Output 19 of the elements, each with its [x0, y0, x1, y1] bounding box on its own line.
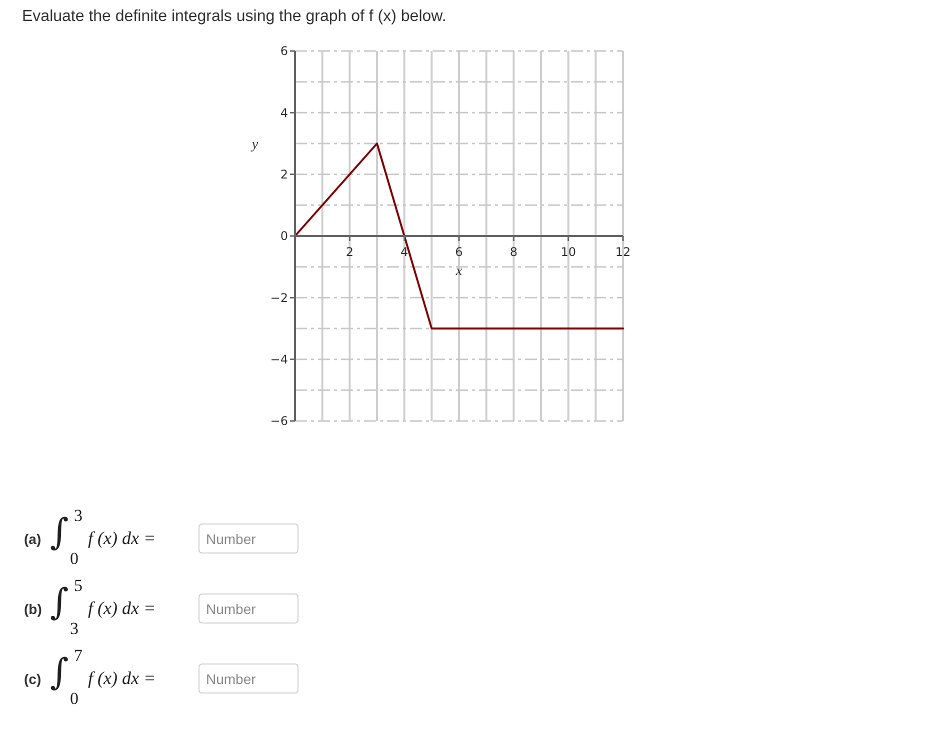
- y-tick-label: 0: [280, 229, 288, 244]
- x-axis-title: x: [454, 264, 463, 279]
- x-tick-label: 4: [400, 245, 408, 259]
- x-tick-label: 12: [615, 245, 631, 259]
- input-field: Number: [198, 664, 298, 694]
- y-tick-label: −4: [270, 352, 288, 367]
- chart-title: Evaluate the definite integrals using the graph of f (x) below.: [22, 8, 446, 25]
- y-tick-label: −2: [270, 290, 288, 305]
- y-tick-label: −6: [270, 414, 288, 428]
- y-tick-label: 6: [280, 44, 288, 58]
- input-field: Number: [198, 594, 298, 624]
- x-tick-label: 8: [510, 245, 518, 259]
- input-field: Number: [198, 524, 298, 554]
- y-tick-label: 4: [280, 106, 288, 120]
- x-tick-label: 2: [346, 245, 354, 259]
- x-tick-label: 6: [455, 245, 463, 259]
- y-axis-title: y: [250, 137, 259, 152]
- y-tick-label: 2: [280, 168, 288, 182]
- x-tick-label: 10: [560, 245, 576, 259]
